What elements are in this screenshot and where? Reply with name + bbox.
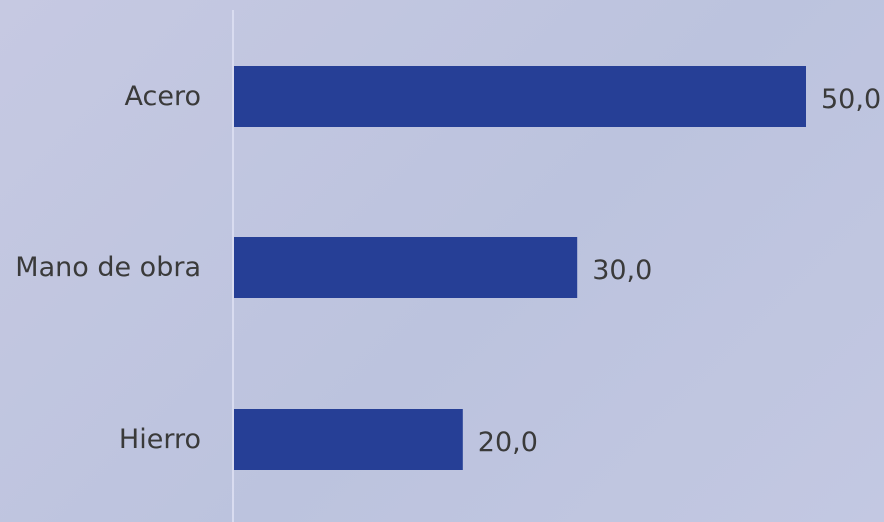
category-label: Acero xyxy=(125,81,201,112)
value-label: 50,0 xyxy=(821,84,881,115)
category-labels: Acero Mano de obra Hierro xyxy=(15,81,201,455)
bars-group xyxy=(234,66,806,470)
bar-mano-de-obra xyxy=(234,237,578,298)
value-label: 30,0 xyxy=(592,255,652,286)
value-labels: 50,0 30,0 20,0 xyxy=(478,84,881,458)
value-label: 20,0 xyxy=(478,427,538,458)
category-label: Mano de obra xyxy=(15,252,201,283)
bar-hierro xyxy=(234,409,463,470)
bar-acero xyxy=(234,66,806,127)
category-label: Hierro xyxy=(119,424,201,455)
